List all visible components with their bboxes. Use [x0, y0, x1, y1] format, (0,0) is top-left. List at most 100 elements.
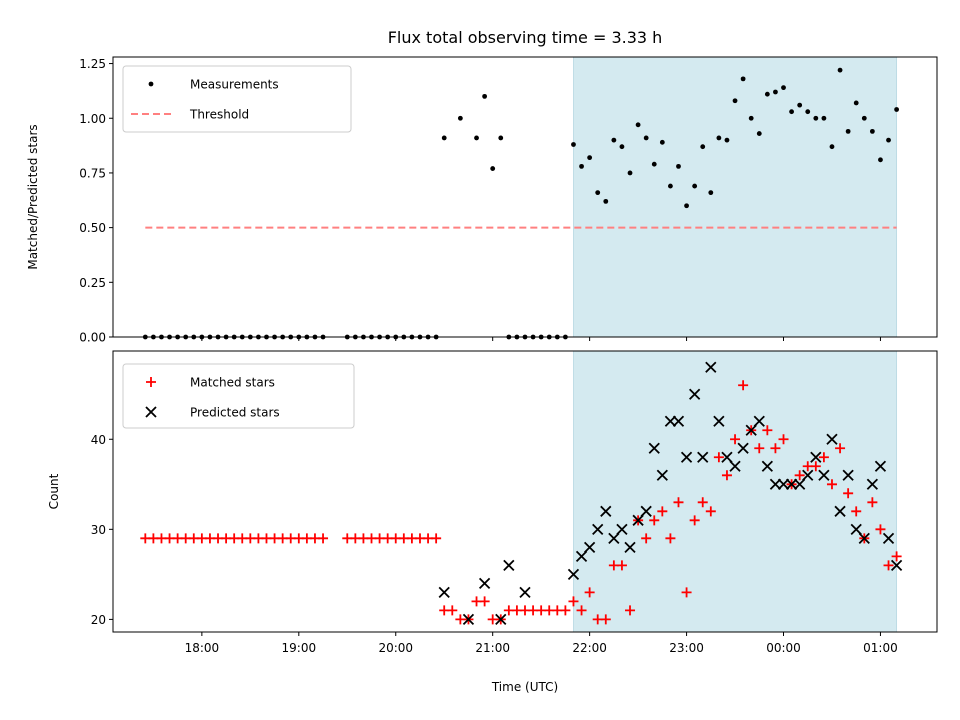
predicted-star-point [664, 415, 677, 427]
measurement-point [821, 115, 827, 121]
matched-star-point [600, 614, 611, 625]
measurement-point [627, 170, 633, 176]
measurement-point [676, 163, 681, 169]
measurement-point [878, 157, 883, 163]
matched-star-point [794, 470, 805, 481]
measurement-point [482, 93, 488, 99]
predicted-star-point [745, 424, 757, 436]
count-panel-frame [112, 350, 938, 633]
measurement-point [869, 128, 875, 134]
matched-star-point [705, 506, 716, 517]
measurement-point [894, 107, 900, 112]
predicted-star-point [478, 577, 491, 590]
measurement-point [756, 131, 762, 136]
matched-star-point [713, 452, 724, 463]
measurement-point [692, 183, 698, 189]
matched-star-point [616, 560, 627, 571]
matched-star-point [584, 587, 595, 598]
count-y-ticks: 20 30 40 [91, 433, 113, 627]
legend-label: Matched stars [190, 376, 275, 390]
matched-stars-points [140, 380, 902, 625]
predicted-star-point [874, 460, 887, 472]
predicted-star-point [680, 451, 693, 463]
predicted-star-point [495, 613, 507, 626]
matched-star-point [738, 380, 749, 391]
chart-title: Flux total observing time = 3.33 h [388, 28, 663, 47]
predicted-star-point [834, 505, 846, 517]
matched-star-point [891, 551, 902, 562]
ratio-legend: Measurements Threshold [122, 65, 352, 133]
predicted-star-point [882, 532, 895, 544]
matched-star-point [447, 605, 458, 616]
measurement-point [740, 76, 746, 82]
measurement-point [635, 122, 641, 128]
measurement-point [651, 161, 657, 167]
ratio-y-tick-label: 1.25 [79, 57, 106, 71]
count-y-tick-label: 40 [91, 433, 106, 447]
predicted-star-point [608, 532, 620, 544]
predicted-star-point [769, 478, 782, 490]
time-x-tick-label: 21:00 [475, 641, 510, 655]
matched-star-point [479, 596, 490, 607]
ratio-y-tick-label: 0.00 [79, 331, 106, 345]
predicted-star-point [705, 361, 717, 373]
measurement-point [579, 163, 584, 169]
predicted-star-point [890, 559, 903, 571]
predicted-star-point [785, 478, 798, 490]
ratio-y-tick-label: 0.25 [79, 276, 106, 290]
predicted-star-point [850, 523, 862, 535]
measurement-point [684, 203, 689, 209]
measurement-point [474, 135, 479, 141]
measurement-point [748, 115, 754, 121]
matched-star-point [721, 470, 732, 481]
ratio-x-ticks [201, 337, 881, 341]
ratio-y-tick-label: 0.75 [79, 166, 106, 180]
count-legend: Matched stars Predicted stars [122, 363, 355, 429]
predicted-star-point [624, 541, 636, 553]
predicted-star-point [583, 541, 596, 553]
ratio-panel: 0.00 0.25 0.50 0.75 1.00 1.25 Matched/Predict… [26, 56, 938, 345]
predicted-star-point [689, 388, 701, 400]
matched-star-point [576, 605, 587, 616]
legend-box [122, 65, 352, 133]
measurement-point [571, 142, 576, 147]
matched-star-point [657, 506, 668, 517]
legend-box [122, 363, 355, 429]
matched-star-point [883, 560, 894, 571]
legend-label: Predicted stars [190, 406, 280, 420]
count-y-tick-label: 20 [91, 613, 106, 627]
measurement-point [797, 102, 803, 108]
matched-star-point [875, 524, 886, 535]
predicted-star-point [842, 469, 854, 481]
measurements-points [142, 67, 900, 340]
legend-marker-dot [148, 81, 154, 87]
measurement-point [587, 155, 593, 161]
predicted-star-point [600, 505, 612, 517]
measurement-point [498, 135, 504, 141]
time-x-tick-label: 18:00 [185, 641, 220, 655]
measurement-point [853, 100, 859, 106]
matched-star-point [818, 452, 829, 463]
predicted-star-point [794, 478, 806, 490]
measurement-point [659, 139, 665, 145]
predicted-stars-points [438, 361, 903, 626]
measurement-point [595, 190, 601, 196]
matched-star-point [835, 443, 846, 454]
measurement-point [789, 109, 794, 115]
predicted-star-point [632, 514, 644, 526]
measurement-point [668, 183, 673, 189]
legend-label: Measurements [190, 78, 279, 92]
predicted-star-point [866, 478, 879, 490]
count-panel: 20 30 40 18:00 19:00 20:00 21:00 22:00 23:00 00:… [47, 350, 938, 694]
count-y-tick-label: 30 [91, 523, 106, 537]
matched-star-point [810, 461, 821, 472]
matched-star-point [762, 425, 773, 436]
matched-star-point [560, 605, 571, 616]
measurement-point [490, 166, 496, 171]
matched-star-point [851, 506, 862, 517]
predicted-star-point [592, 523, 604, 535]
time-x-tick-label: 20:00 [378, 641, 413, 655]
ratio-y-axis-label: Matched/Predicted stars [26, 124, 40, 269]
predicted-star-point [575, 550, 588, 562]
predicted-star-point [802, 469, 814, 481]
